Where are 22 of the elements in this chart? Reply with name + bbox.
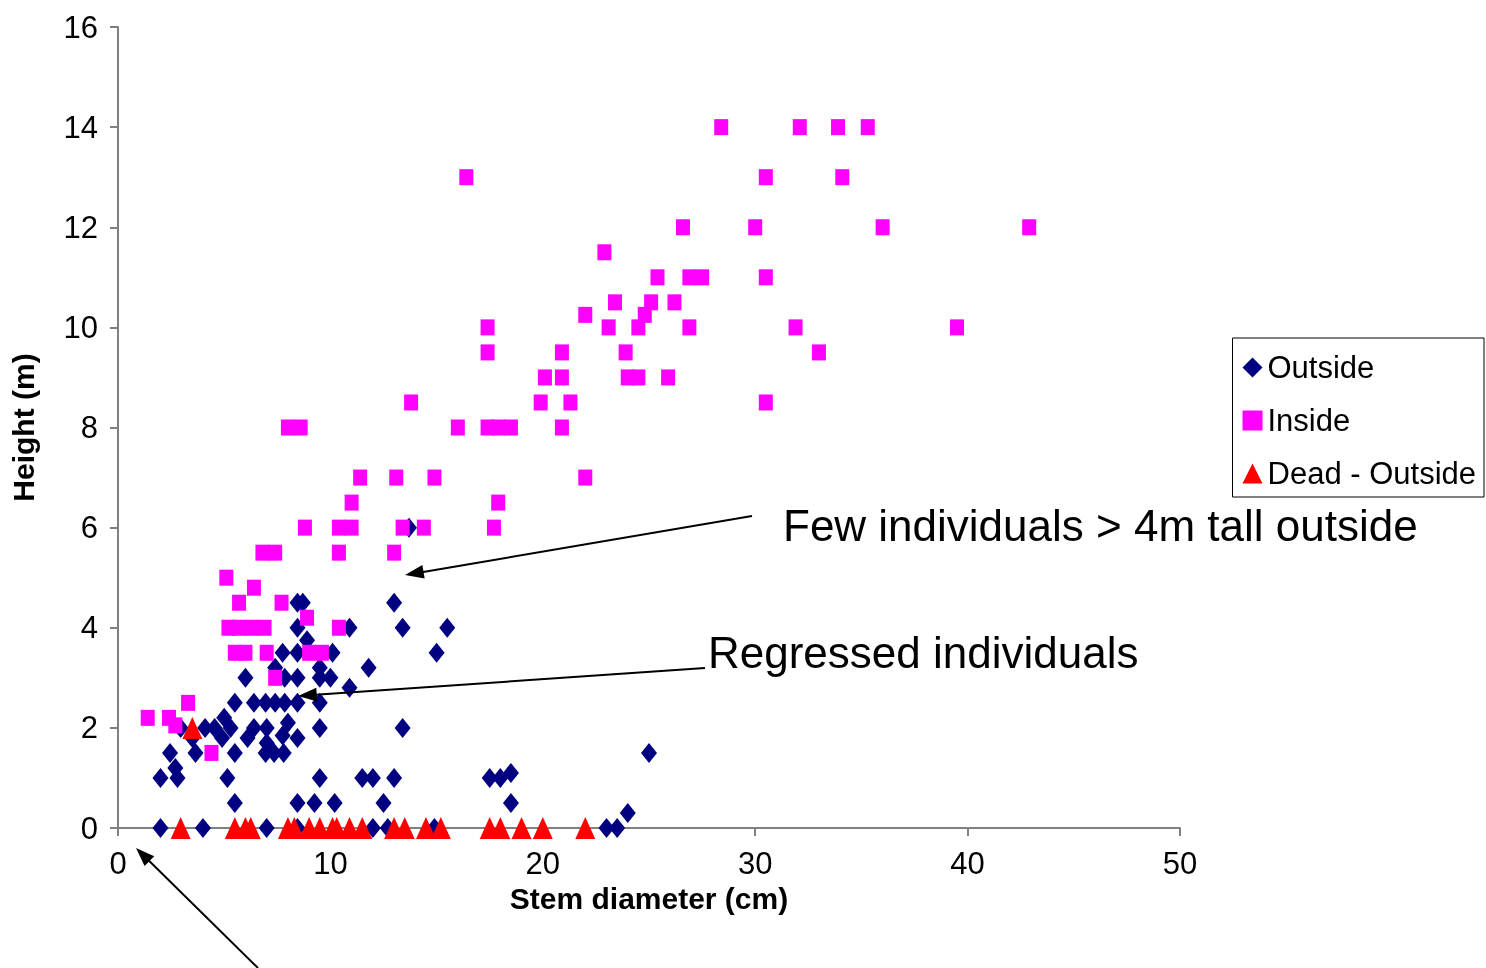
- y-tick-label: 2: [80, 710, 98, 746]
- x-tick-label: 50: [1162, 846, 1198, 881]
- annotation: Regressed individuals: [708, 628, 1139, 677]
- x-tick-label: 30: [737, 846, 773, 881]
- annotation: Few individuals > 4m tall outside: [783, 501, 1418, 550]
- x-tick-label: 10: [313, 846, 348, 881]
- y-tick-label: 0: [80, 810, 98, 846]
- legend-label: Outside: [1267, 350, 1375, 385]
- legend-label: Inside: [1267, 403, 1351, 438]
- y-tick-label: 16: [63, 9, 98, 45]
- y-tick-label: 4: [80, 610, 98, 646]
- y-tick-label: 10: [63, 309, 98, 345]
- y-tick-label: 14: [63, 109, 98, 145]
- x-tick-label: 20: [525, 846, 561, 881]
- x-axis-title: Stem diameter (cm): [509, 882, 789, 916]
- y-axis-title: Height (m): [6, 353, 40, 502]
- legend-label: Dead - Outside: [1267, 456, 1477, 491]
- y-tick-label: 8: [80, 410, 98, 445]
- x-tick-label: 40: [950, 846, 985, 881]
- y-tick-label: 6: [80, 510, 98, 546]
- x-tick-label: 0: [109, 846, 127, 881]
- y-tick-label: 12: [63, 209, 98, 245]
